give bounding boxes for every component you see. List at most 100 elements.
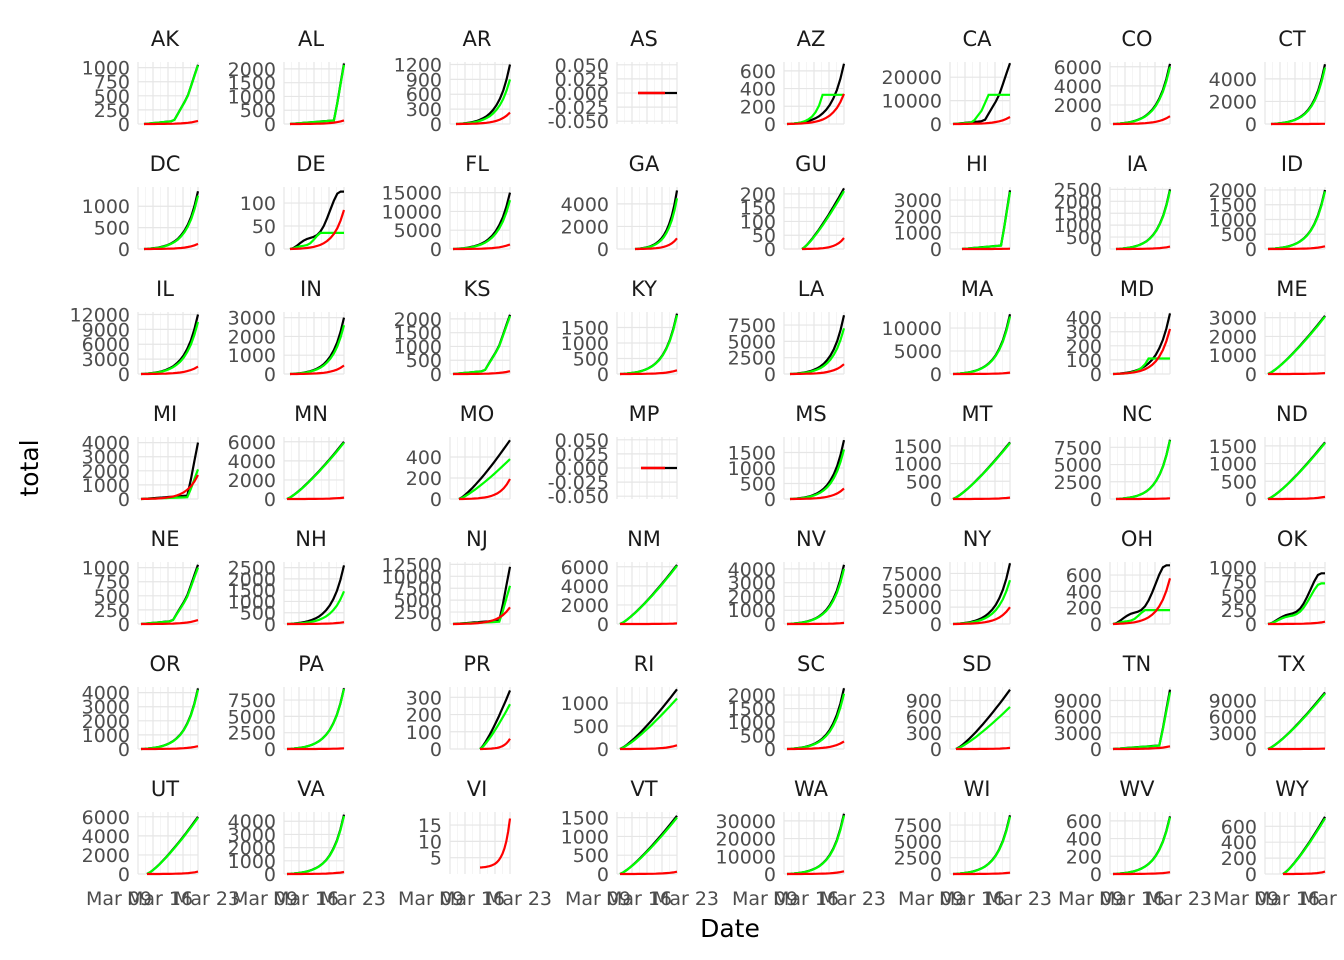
series-line-red	[953, 116, 1011, 126]
panel-title: ME	[1276, 277, 1307, 301]
y-tick-label: 900	[406, 69, 442, 91]
y-tick-label: 100	[740, 211, 776, 233]
y-tick-label: 300	[406, 99, 442, 121]
y-tick-label: -0.025	[548, 472, 609, 494]
series-line-red	[787, 621, 845, 626]
series-line-black	[619, 564, 678, 625]
series-line-red	[635, 237, 678, 251]
y-tick-label: 10000	[882, 91, 942, 113]
y-tick-label: 5000	[728, 331, 776, 353]
panel-title: RI	[634, 652, 655, 676]
y-tick-label: 3000	[82, 447, 130, 469]
y-tick-label: 600	[906, 707, 942, 729]
x-tick-label: Mar 23	[486, 888, 552, 910]
y-tick-label: 10000	[882, 318, 942, 340]
y-tick-label: 0.025	[555, 69, 609, 91]
y-tick-label: 900	[906, 690, 942, 712]
y-tick-label: 0	[764, 739, 776, 761]
series-line-red	[141, 365, 199, 376]
y-tick-label: 6000	[82, 807, 130, 829]
y-tick-label: 0	[430, 739, 442, 761]
series-line-red	[1116, 245, 1171, 251]
panel-title: VA	[297, 777, 325, 801]
y-tick-label: 4000	[82, 826, 130, 848]
series-line-green	[1112, 66, 1172, 126]
y-tick-label: 0	[764, 364, 776, 386]
panel-title: PR	[463, 652, 490, 676]
series-line-green	[289, 324, 346, 376]
series-line-red	[1112, 328, 1172, 376]
panel-title: NM	[627, 527, 661, 551]
y-tick-label: 0	[1245, 864, 1257, 886]
x-tick-label: Mar 09	[1213, 888, 1279, 910]
panel-grid: 02505007501000AK0500100015002000AL030060…	[70, 27, 1344, 910]
series-line-red	[790, 363, 845, 376]
series-line-green	[619, 314, 679, 376]
series-line-green	[955, 706, 1011, 751]
y-tick-label: 1500	[228, 73, 276, 95]
y-tick-label: 0	[1245, 364, 1257, 386]
y-tick-label: 2500	[894, 848, 942, 870]
y-tick-label: 500	[1221, 224, 1257, 246]
series-line-black	[452, 314, 512, 376]
y-tick-label: 0	[930, 239, 942, 261]
series-line-red	[456, 111, 511, 126]
panel-title: WY	[1275, 777, 1309, 801]
y-tick-label: 600	[1221, 816, 1257, 838]
y-tick-label: 50	[252, 216, 276, 238]
panel-title: NC	[1122, 402, 1152, 426]
series-line-red	[953, 496, 1011, 501]
series-line-red	[1283, 870, 1326, 876]
y-tick-label: 500	[240, 603, 276, 625]
y-tick-label: 3000	[894, 190, 942, 212]
y-tick-label: 0	[764, 489, 776, 511]
y-tick-label: 25000	[882, 597, 942, 619]
y-tick-label: 2000	[82, 711, 130, 733]
series-line-green	[452, 199, 512, 251]
x-tick-label: Mar 16	[439, 888, 505, 910]
series-line-black	[286, 441, 345, 500]
y-tick-label: 0.050	[555, 430, 609, 452]
y-tick-label: 0.050	[555, 55, 609, 77]
panel-title: GA	[629, 152, 660, 176]
y-tick-label: 7500	[894, 815, 942, 837]
y-tick-label: 0	[118, 489, 130, 511]
x-tick-label: Mar 16	[127, 888, 193, 910]
y-tick-label: 0	[118, 739, 130, 761]
y-tick-label: 0	[930, 364, 942, 386]
y-tick-label: 2000	[228, 326, 276, 348]
y-tick-label: 0	[930, 864, 942, 886]
x-tick-label: Mar 09	[86, 888, 152, 910]
series-line-black	[1112, 313, 1172, 376]
y-tick-label: -0.050	[548, 486, 609, 508]
series-line-green	[286, 815, 346, 876]
y-tick-label: 4000	[228, 451, 276, 473]
series-line-green	[634, 198, 679, 251]
y-tick-label: 200	[1221, 848, 1257, 870]
y-tick-label: 1000	[1209, 345, 1257, 367]
y-tick-label: 0	[1090, 114, 1102, 136]
y-tick-label: 2000	[728, 586, 776, 608]
y-tick-label: 500	[906, 471, 942, 493]
y-tick-label: 10000	[382, 201, 442, 223]
panel-title: DE	[296, 152, 325, 176]
series-line-green	[1267, 692, 1326, 750]
y-tick-label: 2500	[228, 558, 276, 580]
series-line-black	[1282, 816, 1326, 875]
x-tick-label: Mar 09	[232, 888, 298, 910]
y-tick-label: 2000	[1209, 326, 1257, 348]
y-tick-label: 2000	[228, 470, 276, 492]
y-tick-label: 1000	[561, 826, 609, 848]
series-line-green	[140, 689, 200, 751]
y-tick-label: 3000	[728, 573, 776, 595]
y-tick-label: 1000	[1209, 454, 1257, 476]
y-tick-label: 0	[264, 739, 276, 761]
